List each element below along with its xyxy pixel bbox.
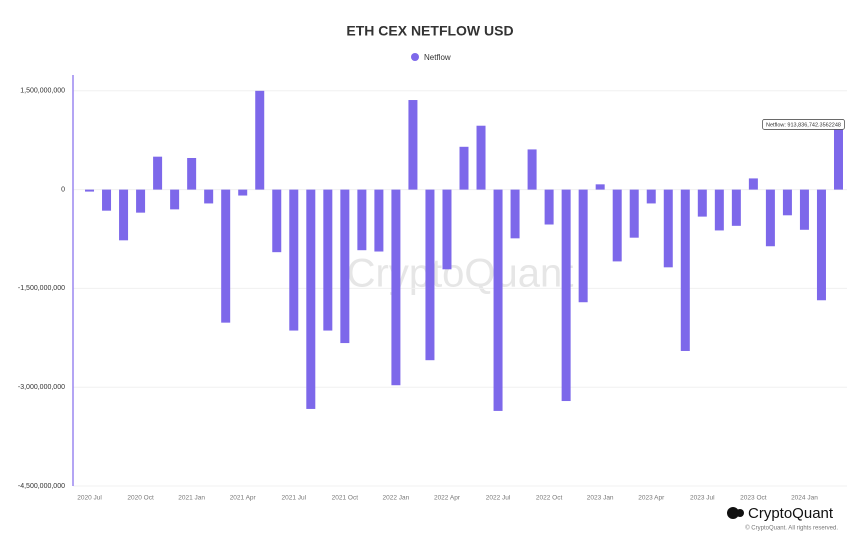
bar	[476, 125, 486, 190]
bar	[493, 189, 503, 411]
x-tick-label: 2024 Jan	[791, 495, 818, 502]
x-tick-label: 2021 Apr	[230, 495, 257, 502]
y-tick-label: 0	[61, 186, 65, 193]
chart-title: ETH CEX NETFLOW USD	[346, 23, 513, 39]
bar	[119, 189, 129, 241]
x-tick-label: 2022 Oct	[536, 495, 563, 502]
bar	[187, 157, 197, 190]
y-tick-label: -3,000,000,000	[18, 384, 65, 391]
bar	[731, 189, 741, 226]
bar	[595, 184, 605, 190]
x-tick-label: 2023 Jan	[587, 495, 614, 502]
x-tick-label: 2023 Jul	[690, 495, 715, 502]
bar	[646, 189, 656, 204]
bar	[425, 189, 435, 361]
bar	[136, 189, 146, 213]
x-tick-label: 2020 Oct	[127, 495, 154, 502]
bar	[578, 189, 588, 303]
bar	[255, 90, 265, 190]
bar	[782, 189, 792, 216]
bar	[374, 189, 384, 252]
bar	[816, 189, 826, 301]
x-tick-label: 2022 Jan	[383, 495, 410, 502]
bar	[680, 189, 690, 351]
bar	[510, 189, 520, 239]
legend-label: Netflow	[424, 53, 451, 62]
bar	[408, 100, 418, 190]
legend-swatch	[411, 53, 419, 61]
bar	[459, 146, 469, 190]
copyright: © CryptoQuant. All rights reserved.	[745, 525, 838, 532]
bar	[102, 189, 112, 211]
brand-logo	[727, 507, 744, 519]
bar	[527, 149, 537, 190]
bar	[221, 189, 231, 323]
bar	[170, 189, 180, 210]
bar	[442, 189, 452, 270]
bar	[544, 189, 554, 225]
bar	[714, 189, 724, 231]
bar	[323, 189, 333, 331]
bar	[357, 189, 367, 251]
bar	[85, 189, 95, 192]
bar	[238, 189, 248, 196]
y-tick-label: -1,500,000,000	[18, 285, 65, 292]
x-tick-label: 2020 Jul	[77, 495, 102, 502]
x-tick-label: 2023 Oct	[740, 495, 767, 502]
bar	[204, 189, 214, 204]
y-tick-label: 1,500,000,000	[20, 88, 65, 95]
watermark: CryptoQuant	[347, 252, 574, 296]
y-tick-label: -4,500,000,000	[18, 483, 65, 490]
bar	[153, 156, 163, 190]
bar	[833, 129, 843, 190]
bar	[748, 178, 758, 190]
x-tick-label: 2023 Apr	[638, 495, 665, 502]
bar	[340, 189, 350, 344]
x-tick-label: 2022 Apr	[434, 495, 461, 502]
brand: CryptoQuant	[748, 505, 834, 522]
bar	[765, 189, 775, 247]
tooltip: Netflow: 913,836,742.3562248	[766, 122, 841, 128]
bar	[697, 189, 707, 217]
tooltip-box	[762, 119, 845, 130]
bar	[629, 189, 639, 238]
bar	[799, 189, 809, 230]
bar	[663, 189, 673, 268]
bar	[306, 189, 316, 409]
bar	[289, 189, 299, 331]
bar	[561, 189, 571, 402]
x-tick-label: 2021 Jul	[281, 495, 306, 502]
x-tick-label: 2021 Oct	[332, 495, 359, 502]
bar	[272, 189, 282, 253]
bar	[391, 189, 401, 386]
x-tick-label: 2021 Jan	[178, 495, 205, 502]
bar	[612, 189, 622, 262]
x-tick-label: 2022 Jul	[486, 495, 511, 502]
